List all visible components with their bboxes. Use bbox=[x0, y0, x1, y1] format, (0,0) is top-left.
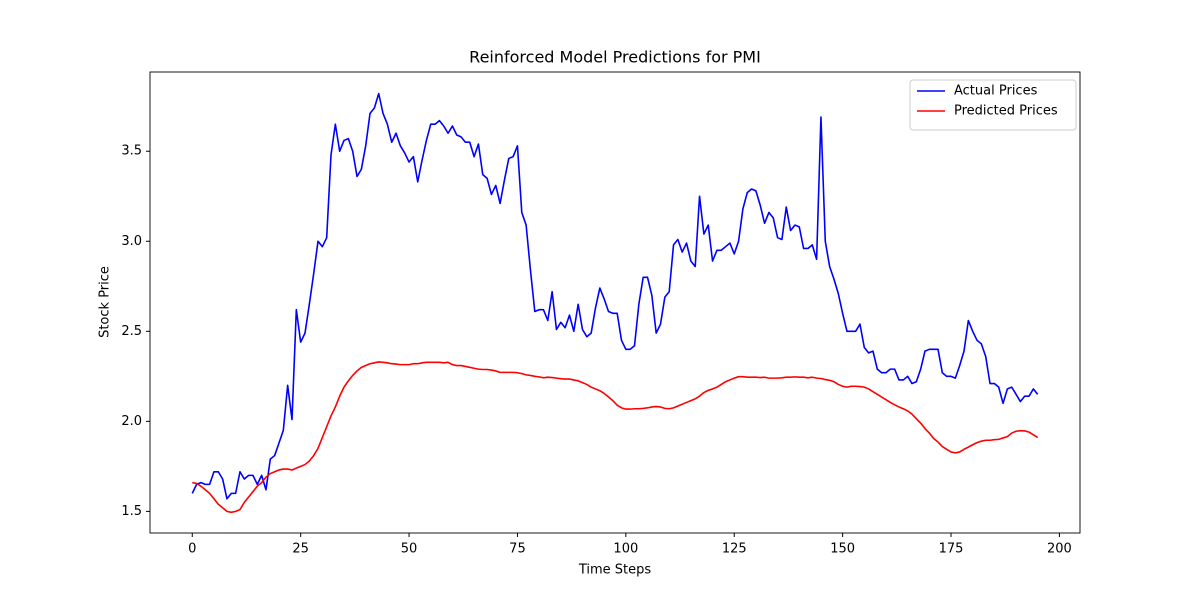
x-tick-label: 50 bbox=[401, 542, 418, 557]
plot-frame bbox=[149, 71, 1081, 534]
y-tick-label: 1.5 bbox=[121, 504, 142, 519]
y-tick-label: 2.5 bbox=[121, 324, 142, 339]
data-line bbox=[191, 92, 1039, 500]
y-tick-label: 3.0 bbox=[121, 234, 142, 249]
x-tick-label: 0 bbox=[188, 542, 196, 557]
x-tick-label: 75 bbox=[509, 542, 526, 557]
legend-box bbox=[909, 79, 1077, 131]
y-tick-label: 2.0 bbox=[121, 414, 142, 429]
x-tick-label: 175 bbox=[939, 542, 964, 557]
data-line bbox=[192, 361, 1039, 514]
x-tick-label: 100 bbox=[613, 542, 638, 557]
y-axis-label: Stock Price bbox=[98, 266, 113, 338]
x-tick-label: 200 bbox=[1047, 542, 1072, 557]
legend-label: Predicted Prices bbox=[954, 104, 1058, 119]
chart-title: Reinforced Model Predictions for PMI bbox=[469, 48, 761, 67]
x-tick-label: 25 bbox=[292, 542, 309, 557]
x-axis-label: Time Steps bbox=[578, 563, 652, 578]
y-tick-label: 3.5 bbox=[121, 144, 142, 159]
legend-label: Actual Prices bbox=[954, 84, 1038, 99]
x-tick-label: 150 bbox=[830, 542, 855, 557]
x-tick-label: 125 bbox=[722, 542, 747, 557]
